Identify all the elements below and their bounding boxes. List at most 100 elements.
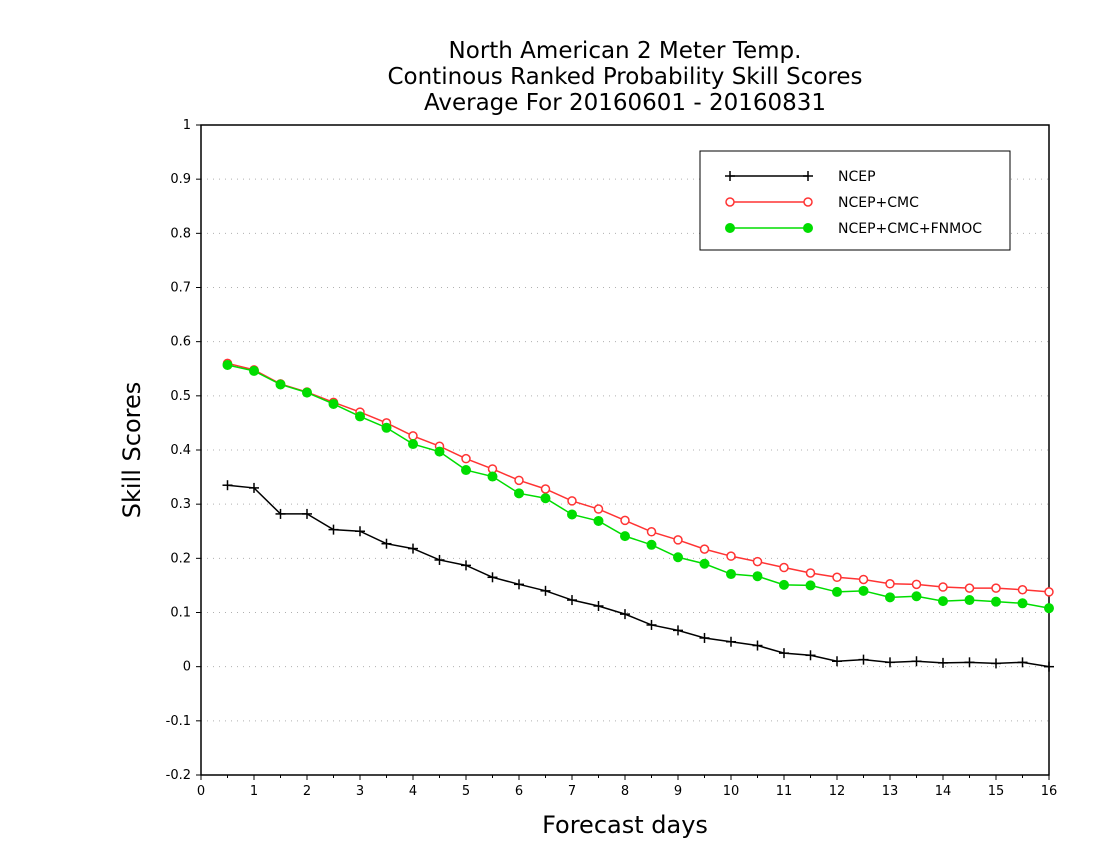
x-tick-label: 16 xyxy=(1041,784,1058,799)
data-point-ncep xyxy=(1044,661,1054,672)
y-tick-label: -0.1 xyxy=(166,714,191,729)
x-tick-label: 0 xyxy=(197,784,205,799)
legend-marker xyxy=(803,171,813,181)
y-axis-title: Skill Scores xyxy=(118,382,146,519)
x-tick-label: 9 xyxy=(674,784,682,799)
data-point-ncep xyxy=(646,619,657,630)
series-line-ncep xyxy=(227,484,1050,668)
data-point-ncep-cmc-fnmoc xyxy=(567,509,577,520)
data-point-ncep-cmc-fnmoc xyxy=(752,571,763,582)
data-point-ncep-cmc-fnmoc xyxy=(911,591,922,602)
data-point-ncep-cmc-fnmoc xyxy=(620,531,630,542)
legend-marker xyxy=(803,223,813,233)
x-tick-label: 7 xyxy=(568,784,576,799)
data-point-ncep-cmc-fnmoc xyxy=(646,539,657,550)
data-point-ncep xyxy=(885,657,895,668)
x-tick-label: 12 xyxy=(829,784,846,799)
data-point-ncep-cmc-fnmoc xyxy=(1044,603,1054,614)
data-point-ncep xyxy=(726,636,736,647)
x-tick-label: 10 xyxy=(723,784,740,799)
chart-title-line-2: Continous Ranked Probability Skill Score… xyxy=(387,64,862,90)
data-point-ncep-cmc-fnmoc xyxy=(726,569,736,580)
data-point-ncep-cmc xyxy=(514,475,524,486)
axes: -0.2-0.100.10.20.30.40.50.60.70.80.910 1 2… xyxy=(166,118,1058,799)
legend-entry-ncep: NCEP xyxy=(725,169,876,185)
data-point-ncep-cmc-fnmoc xyxy=(222,359,233,370)
data-point-ncep xyxy=(779,648,789,659)
data-point-ncep-cmc-fnmoc xyxy=(461,465,471,476)
series-line-ncep-cmc xyxy=(227,362,1050,593)
data-point-ncep-cmc-fnmoc xyxy=(699,558,710,569)
data-point-ncep-cmc-fnmoc xyxy=(885,592,895,603)
y-tick-label: 0.2 xyxy=(170,551,191,566)
data-point-ncep-cmc xyxy=(858,574,869,585)
y-tick-label: 1 xyxy=(183,118,191,133)
data-point-ncep-cmc-fnmoc xyxy=(381,422,392,433)
legend-marker xyxy=(725,223,735,233)
x-tick-label: 5 xyxy=(462,784,470,799)
data-series xyxy=(222,358,1054,672)
data-point-ncep-cmc xyxy=(646,527,657,537)
data-point-ncep-cmc-fnmoc xyxy=(328,398,339,409)
series-ncep-cmc xyxy=(222,358,1054,597)
data-point-ncep-cmc xyxy=(832,572,842,583)
data-point-ncep-cmc-fnmoc xyxy=(434,446,445,457)
data-point-ncep-cmc xyxy=(805,568,816,578)
data-point-ncep xyxy=(249,482,259,493)
y-tick-label: 0.4 xyxy=(170,443,191,458)
data-point-ncep-cmc-fnmoc xyxy=(858,585,869,596)
x-tick-label: 15 xyxy=(988,784,1005,799)
y-tick-label: 0.9 xyxy=(170,172,191,187)
x-tick-label: 11 xyxy=(776,784,793,799)
data-point-ncep xyxy=(408,543,418,554)
y-tick-label: 0.5 xyxy=(170,389,191,404)
data-point-ncep xyxy=(832,656,842,667)
data-point-ncep-cmc-fnmoc xyxy=(779,579,789,590)
legend: NCEP NCEP+CMC NCEP+CMC+FNMOC xyxy=(699,150,1011,251)
data-point-ncep xyxy=(620,609,630,620)
data-point-ncep-cmc-fnmoc xyxy=(408,439,418,450)
legend-box xyxy=(699,150,1011,251)
x-tick-label: 3 xyxy=(356,784,364,799)
y-tick-label: 0.3 xyxy=(170,497,191,512)
data-point-ncep-cmc xyxy=(779,562,789,573)
data-point-ncep xyxy=(567,595,577,606)
data-point-ncep-cmc-fnmoc xyxy=(487,471,498,482)
x-tick-label: 13 xyxy=(882,784,899,799)
data-point-ncep-cmc xyxy=(991,583,1001,593)
data-point-ncep-cmc xyxy=(911,579,922,590)
grid-lines xyxy=(201,178,1049,722)
data-point-ncep-cmc xyxy=(938,582,948,592)
data-point-ncep-cmc xyxy=(540,484,551,494)
legend-marker xyxy=(725,171,735,181)
data-point-ncep-cmc-fnmoc xyxy=(355,411,365,422)
data-point-ncep-cmc-fnmoc xyxy=(938,596,948,607)
data-point-ncep xyxy=(593,601,604,611)
data-point-ncep-cmc-fnmoc xyxy=(673,552,683,563)
series-ncep xyxy=(222,480,1054,672)
data-point-ncep-cmc xyxy=(408,431,418,441)
data-point-ncep xyxy=(514,579,524,590)
y-tick-label: 0.1 xyxy=(170,606,191,621)
data-point-ncep-cmc-fnmoc xyxy=(302,387,312,398)
data-point-ncep xyxy=(673,625,683,636)
data-point-ncep xyxy=(752,640,763,651)
y-tick-label: 0.6 xyxy=(170,335,191,350)
data-point-ncep-cmc xyxy=(461,453,471,464)
series-line-ncep-cmc-fnmoc xyxy=(227,364,1050,609)
y-tick-label: 0.8 xyxy=(170,226,191,241)
data-point-ncep xyxy=(355,526,365,537)
data-point-ncep xyxy=(302,508,312,519)
legend-label: NCEP+CMC+FNMOC xyxy=(838,221,982,237)
data-point-ncep-cmc-fnmoc xyxy=(964,595,975,606)
y-tick-label: 0 xyxy=(183,660,191,675)
data-point-ncep-cmc xyxy=(726,551,736,561)
data-point-ncep-cmc xyxy=(885,579,895,589)
legend-entry-ncep-cmc-fnmoc: NCEP+CMC+FNMOC xyxy=(725,221,982,237)
data-point-ncep xyxy=(381,538,392,549)
data-point-ncep xyxy=(222,480,233,491)
chart-title-line-1: North American 2 Meter Temp. xyxy=(449,38,802,64)
data-point-ncep-cmc xyxy=(673,535,683,545)
data-point-ncep-cmc xyxy=(964,583,975,593)
